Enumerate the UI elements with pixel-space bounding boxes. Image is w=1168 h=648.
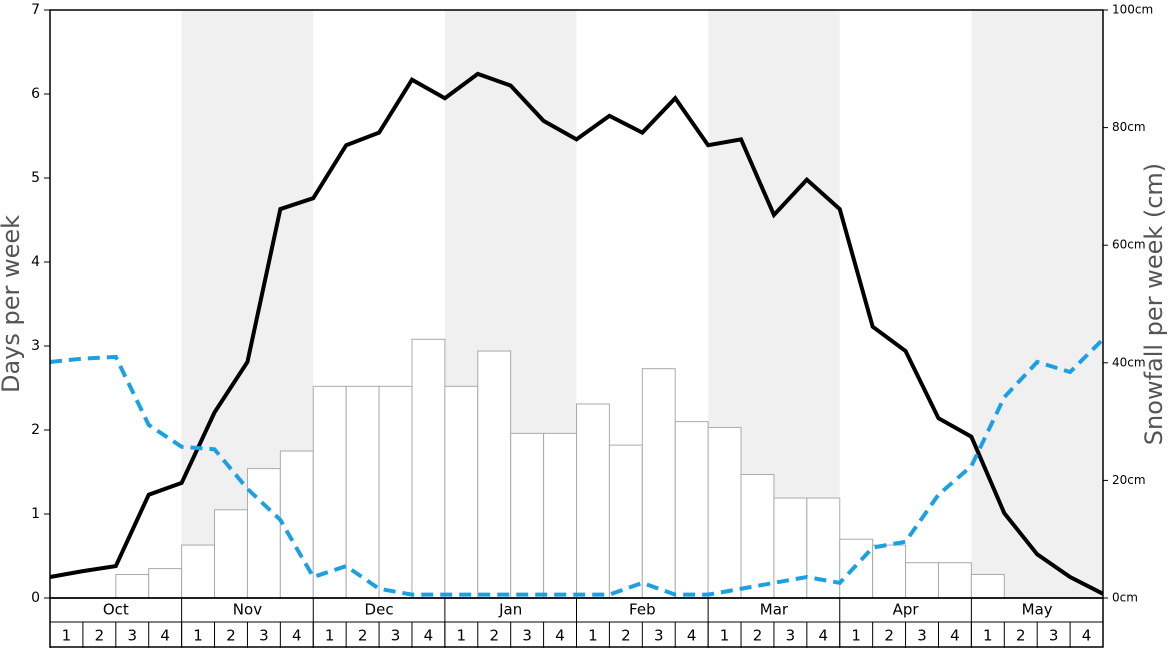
week-label: 4 <box>1082 627 1092 645</box>
bar <box>543 432 577 599</box>
week-label: 2 <box>358 627 368 645</box>
month-label: Feb <box>629 601 656 619</box>
week-label: 2 <box>489 627 499 645</box>
bar <box>937 562 972 599</box>
line-series <box>49 337 1105 597</box>
y-tick-label: 6 <box>31 86 40 102</box>
bar <box>674 421 709 599</box>
y-tick-label: 3 <box>31 338 40 354</box>
y2-tick-label: 80cm <box>1112 120 1146 134</box>
y2-tick-label: 20cm <box>1112 473 1146 487</box>
y-tick-label: 1 <box>31 506 40 522</box>
y-tick-label: 2 <box>31 422 40 438</box>
week-label: 1 <box>457 627 467 645</box>
bar <box>411 338 446 599</box>
y-tick-label: 0 <box>31 590 40 606</box>
week-label: 2 <box>226 627 236 645</box>
y2-tick-label: 0cm <box>1112 591 1138 605</box>
y-tick-label: 5 <box>31 170 40 186</box>
week-label: 4 <box>424 627 434 645</box>
bar <box>970 573 1005 599</box>
bar <box>444 385 479 599</box>
line-series <box>49 71 1104 596</box>
week-label: 2 <box>1016 627 1026 645</box>
bar <box>576 403 610 599</box>
week-label: 4 <box>160 627 170 645</box>
y-tick-label: 4 <box>31 254 40 270</box>
month-label: Nov <box>233 601 262 619</box>
week-label: 2 <box>753 627 763 645</box>
bar <box>510 432 545 599</box>
week-label: 3 <box>391 627 401 645</box>
bar <box>115 573 150 599</box>
bar <box>246 468 281 599</box>
bar <box>345 385 380 599</box>
bar <box>214 509 248 599</box>
week-label: 3 <box>654 627 664 645</box>
month-label: Oct <box>103 601 129 619</box>
bar <box>905 562 939 599</box>
bar <box>279 450 314 599</box>
week-label: 1 <box>983 627 993 645</box>
week-label: 3 <box>917 627 927 645</box>
week-label: 4 <box>950 627 960 645</box>
week-label: 1 <box>851 627 861 645</box>
bar <box>477 350 512 599</box>
month-label: Apr <box>893 601 920 619</box>
bar <box>872 544 907 599</box>
week-label: 4 <box>819 627 829 645</box>
week-label: 1 <box>62 627 72 645</box>
y2-axis-label: Snowfall per week (cm) <box>1140 163 1168 445</box>
month-label: Jan <box>498 601 522 619</box>
month-label: Mar <box>760 601 789 619</box>
week-label: 3 <box>1049 627 1059 645</box>
month-label: May <box>1022 601 1053 619</box>
bar <box>608 444 643 599</box>
week-label: 4 <box>292 627 302 645</box>
week-label: 3 <box>259 627 269 645</box>
week-label: 4 <box>687 627 697 645</box>
bar <box>839 538 874 599</box>
bar <box>181 544 216 599</box>
bar <box>148 568 183 599</box>
bar <box>641 368 676 599</box>
y-tick-label: 7 <box>31 2 40 18</box>
week-label: 3 <box>127 627 137 645</box>
week-label: 2 <box>884 627 894 645</box>
bar <box>378 385 413 599</box>
y-axis-label: Days per week <box>0 215 25 393</box>
week-label: 1 <box>325 627 335 645</box>
week-label: 4 <box>555 627 565 645</box>
y2-tick-label: 100cm <box>1112 3 1153 17</box>
bar <box>707 426 742 599</box>
week-label: 1 <box>588 627 598 645</box>
week-label: 2 <box>621 627 631 645</box>
week-label: 2 <box>95 627 105 645</box>
bar <box>740 474 775 599</box>
month-shade <box>971 10 1103 598</box>
week-label: 1 <box>193 627 203 645</box>
week-label: 3 <box>786 627 796 645</box>
month-label: Dec <box>365 601 394 619</box>
week-label: 1 <box>720 627 730 645</box>
week-label: 3 <box>522 627 532 645</box>
y2-tick-label: 60cm <box>1112 238 1146 252</box>
y2-tick-label: 40cm <box>1112 355 1146 369</box>
